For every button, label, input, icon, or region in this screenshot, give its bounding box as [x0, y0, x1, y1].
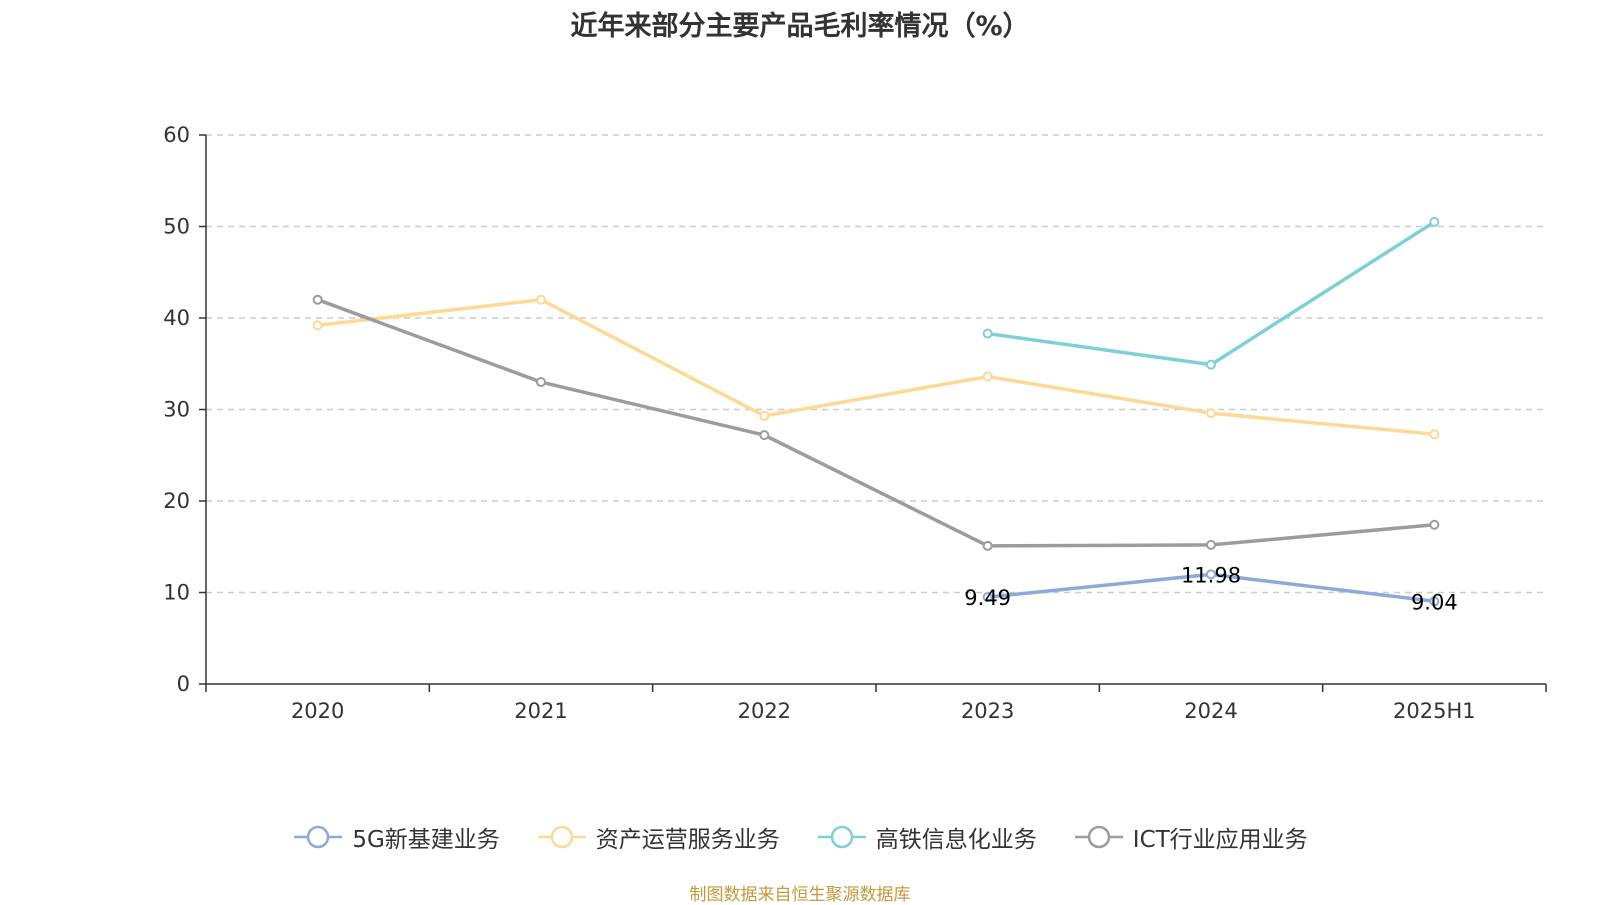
legend-item[interactable]: 高铁信息化业务: [816, 820, 1037, 854]
series-line: [317, 298, 1435, 548]
legend-swatch: [294, 825, 343, 849]
legend-item[interactable]: 5G新基建业务: [292, 820, 500, 854]
data-point: [536, 294, 546, 305]
data-point: [982, 592, 993, 603]
legend-label: 高铁信息化业务: [875, 827, 1037, 853]
data-point: [982, 540, 993, 551]
data-point: [1206, 569, 1216, 580]
series-1: [312, 294, 1440, 440]
data-point: [312, 320, 323, 331]
legend-item[interactable]: 资产运营服务业务: [536, 820, 780, 854]
data-point: [1429, 429, 1440, 440]
data-point: [759, 430, 770, 441]
data-point: [1429, 519, 1440, 530]
source-note: 制图数据来自恒生聚源数据库: [689, 885, 911, 905]
series-line: [987, 220, 1436, 367]
data-label: 9.49: [964, 586, 1011, 610]
y-tick-label: 10: [163, 581, 190, 605]
legend-swatch: [1074, 825, 1123, 849]
axes: 0 10 20 30 40 50 60 2020 2021 2022 2023 2024 2025H1: [163, 123, 1547, 723]
x-tick-label: 2023: [961, 699, 1014, 723]
data-label: 11.98: [1181, 563, 1241, 587]
y-tick-label: 50: [163, 215, 190, 239]
legend-label: ICT行业应用业务: [1132, 827, 1308, 853]
grid-lines: [206, 134, 1546, 594]
series-line: [317, 297, 1435, 436]
data-point: [982, 371, 993, 382]
y-tick-label: 60: [163, 123, 190, 147]
legend-label: 资产运营服务业务: [595, 827, 780, 853]
y-tick-label: 20: [163, 489, 190, 513]
data-labels: 9.49 11.98 9.04: [964, 563, 1457, 614]
y-tick-label: 40: [163, 306, 190, 330]
data-point: [1206, 539, 1216, 550]
x-tick-label: 2021: [514, 699, 567, 723]
legend-item[interactable]: ICT行业应用业务: [1073, 820, 1308, 854]
data-label: 9.04: [1411, 590, 1458, 614]
x-tick-label: 2024: [1184, 699, 1237, 723]
legend-swatch: [817, 825, 866, 849]
data-point: [1206, 408, 1216, 419]
data-point: [536, 377, 546, 388]
chart-title: 近年来部分主要产品毛利率情况（%）: [570, 11, 1030, 42]
y-tick-label: 30: [163, 398, 190, 422]
data-point: [1429, 216, 1440, 227]
series-3: [312, 294, 1440, 551]
legend: 5G新基建业务 资产运营服务业务 高铁信息化业务 ICT行业应用业务: [0, 820, 1600, 854]
x-tick-label: 2025H1: [1393, 699, 1476, 723]
legend-label: 5G新基建业务: [352, 827, 500, 853]
legend-swatch: [537, 825, 586, 849]
y-tick-label: 0: [177, 672, 190, 696]
x-tick-label: 2022: [738, 699, 791, 723]
series-layer: [312, 216, 1440, 607]
data-point: [1206, 359, 1216, 370]
x-tick-label: 2020: [291, 699, 344, 723]
data-point: [1429, 596, 1440, 607]
data-point: [759, 410, 770, 421]
series-0: [982, 569, 1440, 607]
series-2: [982, 216, 1440, 370]
data-point: [982, 328, 993, 339]
data-point: [312, 294, 323, 305]
